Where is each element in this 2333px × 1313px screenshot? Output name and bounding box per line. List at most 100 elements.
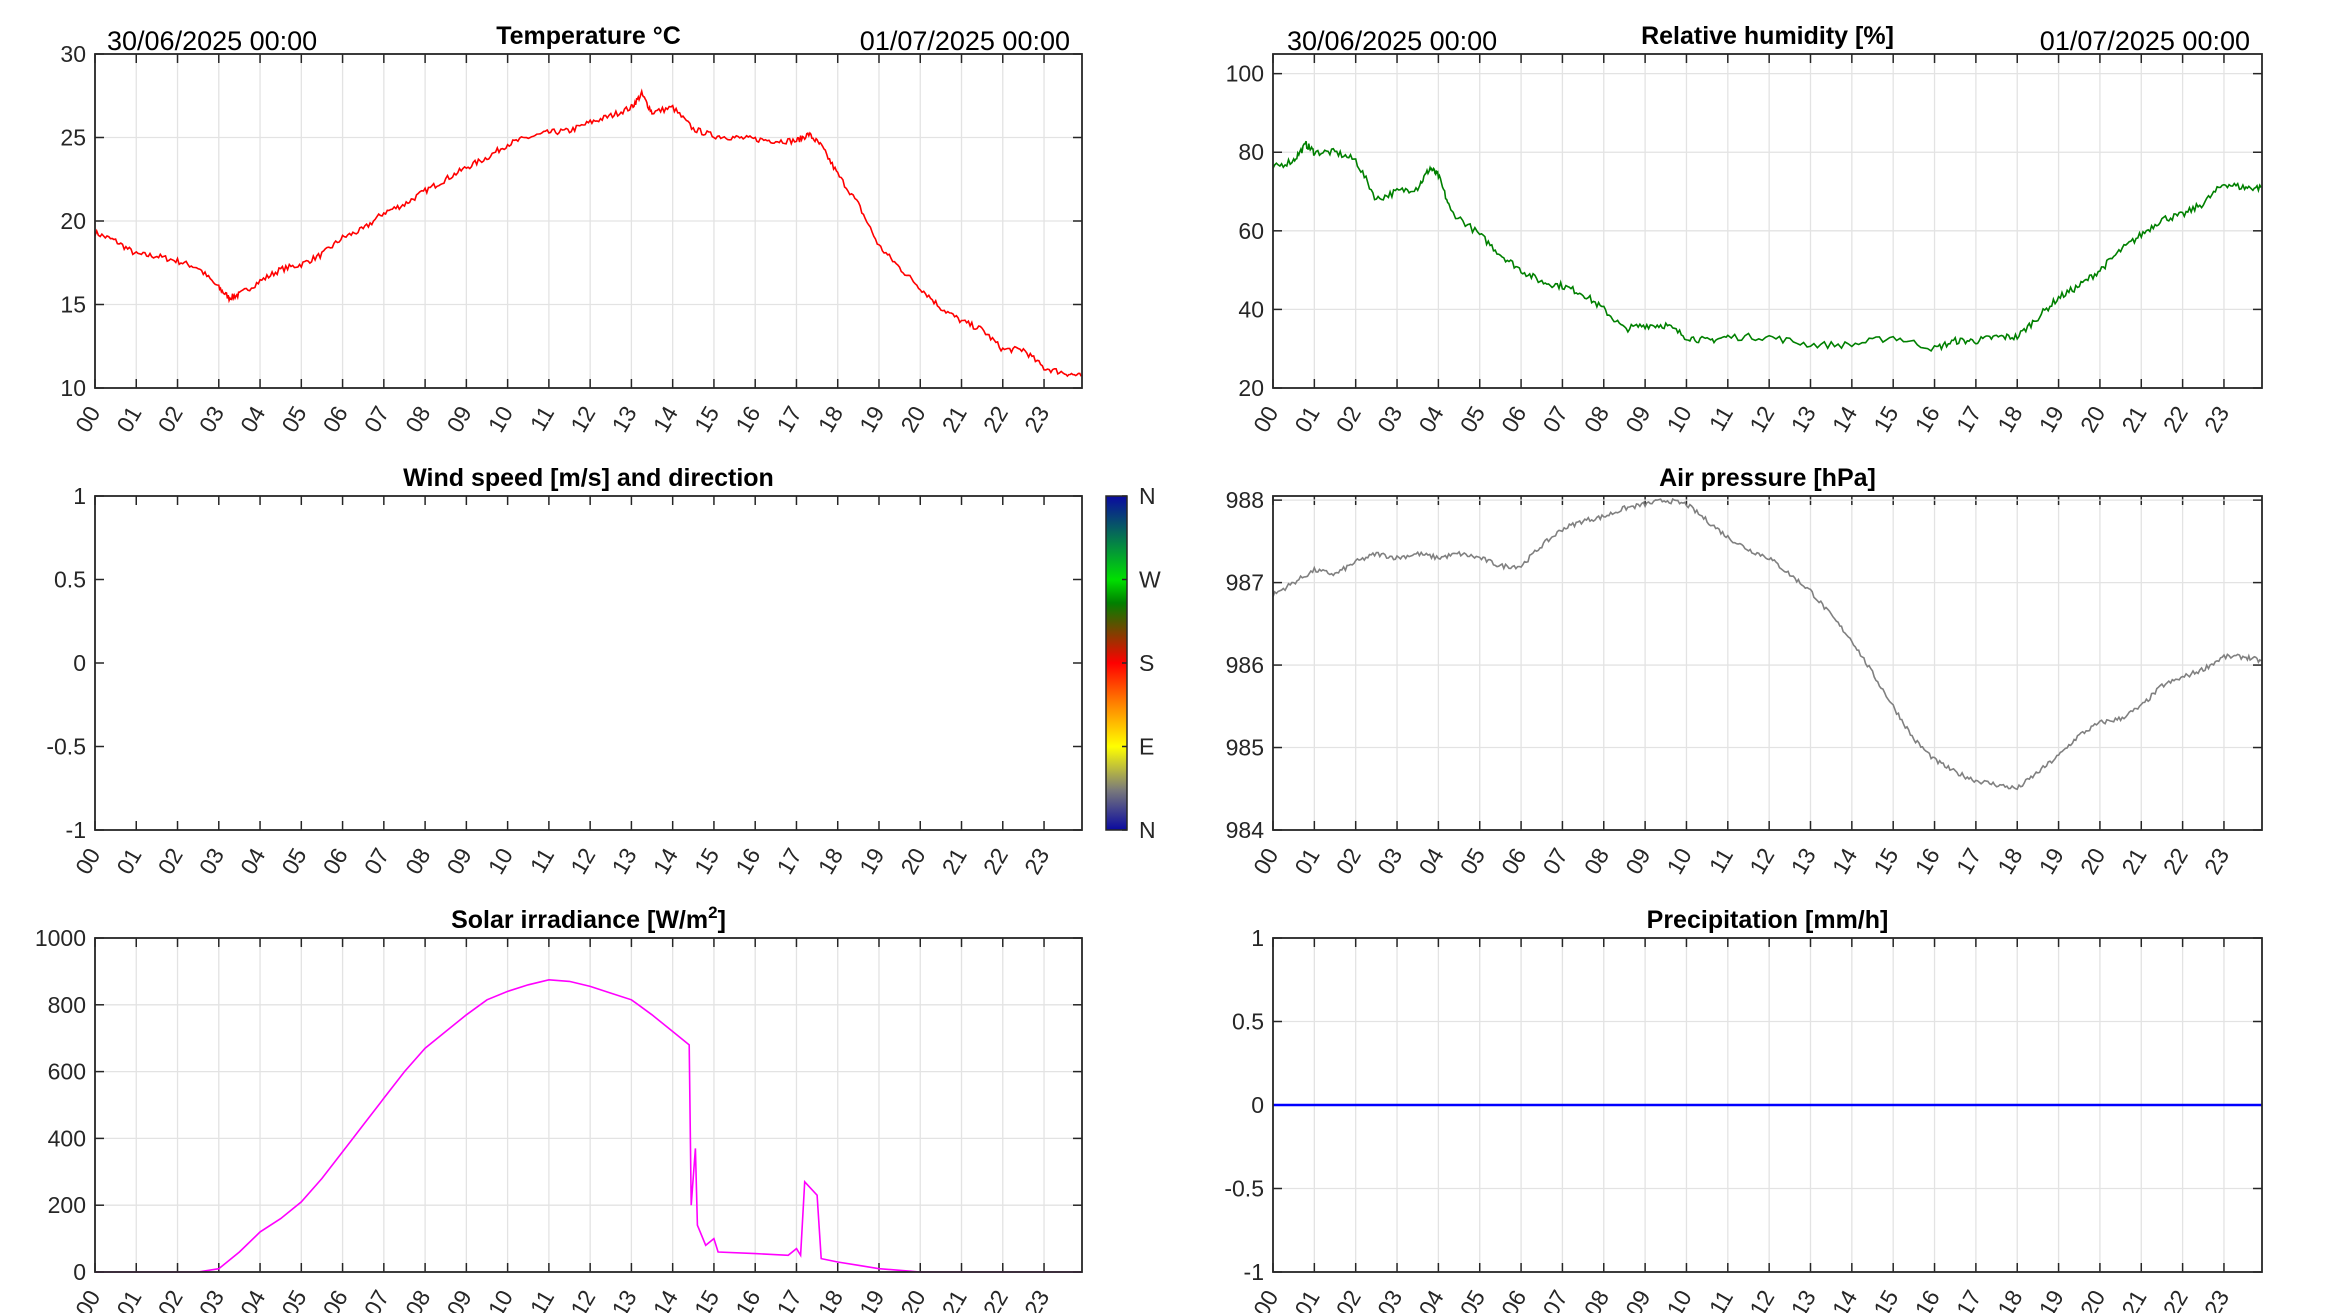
x-tick-label: 02 bbox=[1331, 402, 1366, 437]
x-tick-label: 12 bbox=[1744, 844, 1779, 879]
x-tick-label: 10 bbox=[1661, 844, 1696, 879]
x-tick-label: 04 bbox=[235, 843, 270, 878]
x-tick-label: 09 bbox=[441, 402, 476, 437]
x-tick-label: 08 bbox=[400, 402, 435, 437]
x-tick-label: 05 bbox=[1455, 402, 1490, 437]
y-tick-label: 400 bbox=[48, 1125, 86, 1151]
y-tick-label: 987 bbox=[1226, 570, 1264, 596]
x-tick-label: 14 bbox=[1827, 401, 1862, 436]
x-tick-label: 10 bbox=[483, 1286, 518, 1313]
x-tick-label: 00 bbox=[70, 844, 105, 879]
right-end-date: 01/07/2025 00:00 bbox=[2040, 26, 2250, 56]
x-tick-label: 23 bbox=[1019, 1286, 1054, 1313]
x-tick-label: 19 bbox=[854, 402, 889, 437]
x-tick-label: 05 bbox=[1455, 844, 1490, 879]
x-tick-label: 07 bbox=[359, 844, 394, 879]
x-tick-label: 09 bbox=[1620, 1286, 1655, 1313]
x-tick-label: 15 bbox=[1868, 1286, 1903, 1313]
x-tick-label: 11 bbox=[525, 1286, 559, 1313]
axes-box bbox=[1272, 495, 2263, 831]
chart-title: Precipitation [mm/h] bbox=[1647, 906, 1889, 934]
x-tick-label: 11 bbox=[1704, 1286, 1738, 1313]
x-tick-label: 17 bbox=[771, 1286, 806, 1313]
x-tick-label: 20 bbox=[895, 844, 930, 879]
x-tick-label: 08 bbox=[400, 1286, 435, 1313]
x-tick-label: 01 bbox=[111, 402, 146, 437]
x-tick-label: 16 bbox=[1910, 844, 1945, 879]
x-tick-label: 02 bbox=[153, 402, 188, 437]
humidity-series-line bbox=[1272, 140, 2262, 353]
x-tick-label: 18 bbox=[813, 402, 848, 437]
x-tick-label: 08 bbox=[1579, 844, 1614, 879]
x-tick-label: 17 bbox=[1951, 844, 1986, 879]
x-tick-label: 15 bbox=[1868, 402, 1903, 437]
x-tick-label: 10 bbox=[1661, 402, 1696, 437]
x-tick-label: 08 bbox=[1579, 402, 1614, 437]
x-tick-label: 22 bbox=[978, 1286, 1013, 1313]
x-tick-label: 06 bbox=[1496, 844, 1531, 879]
x-tick-label: 20 bbox=[2075, 1286, 2110, 1313]
x-tick-label: 03 bbox=[1372, 844, 1407, 879]
y-tick-label: 10 bbox=[60, 375, 86, 401]
x-tick-label: 04 bbox=[235, 401, 270, 436]
chart-title: Temperature °C bbox=[496, 22, 681, 50]
y-tick-label: 20 bbox=[60, 208, 86, 234]
x-tick-label: 00 bbox=[70, 402, 105, 437]
x-tick-label: 06 bbox=[318, 402, 353, 437]
y-tick-label: 100 bbox=[1226, 61, 1264, 87]
axes-box bbox=[94, 53, 1083, 389]
x-tick-label: 22 bbox=[2158, 402, 2193, 437]
x-tick-label: 04 bbox=[1413, 843, 1448, 878]
x-tick-label: 23 bbox=[1019, 402, 1054, 437]
y-tick-label: 985 bbox=[1226, 735, 1264, 761]
x-tick-label: 18 bbox=[1992, 1286, 2027, 1313]
x-tick-label: 04 bbox=[235, 1285, 270, 1313]
y-tick-label: -0.5 bbox=[46, 734, 86, 760]
left-start-date: 30/06/2025 00:00 bbox=[107, 26, 317, 56]
y-tick-label: 600 bbox=[48, 1059, 86, 1085]
x-tick-label: 13 bbox=[1786, 402, 1821, 437]
x-tick-label: 00 bbox=[1248, 844, 1283, 879]
left-end-date: 01/07/2025 00:00 bbox=[860, 26, 1070, 56]
x-tick-label: 21 bbox=[2116, 1286, 2151, 1313]
x-tick-label: 13 bbox=[606, 402, 641, 437]
x-tick-label: 07 bbox=[1537, 402, 1572, 437]
x-tick-label: 03 bbox=[1372, 402, 1407, 437]
y-tick-label: 80 bbox=[1238, 139, 1264, 165]
y-tick-label: 0 bbox=[73, 650, 86, 676]
x-tick-label: 21 bbox=[2116, 402, 2151, 437]
axes-box bbox=[1272, 937, 2263, 1273]
x-tick-label: 19 bbox=[854, 1286, 889, 1313]
x-tick-label: 20 bbox=[2075, 402, 2110, 437]
x-tick-label: 23 bbox=[2199, 844, 2234, 879]
y-tick-label: 0.5 bbox=[1232, 1009, 1264, 1035]
x-tick-label: 16 bbox=[730, 1286, 765, 1313]
x-tick-label: 21 bbox=[937, 844, 972, 879]
x-tick-label: 14 bbox=[648, 1285, 683, 1313]
y-tick-label: 988 bbox=[1226, 487, 1264, 513]
x-tick-label: 16 bbox=[1910, 402, 1945, 437]
x-tick-label: 08 bbox=[1579, 1286, 1614, 1313]
x-tick-label: 09 bbox=[1620, 844, 1655, 879]
y-tick-label: 60 bbox=[1238, 218, 1264, 244]
x-tick-label: 09 bbox=[441, 844, 476, 879]
x-tick-label: 22 bbox=[2158, 1286, 2193, 1313]
x-tick-label: 09 bbox=[441, 1286, 476, 1313]
x-tick-label: 18 bbox=[1992, 844, 2027, 879]
y-tick-label: 20 bbox=[1238, 375, 1264, 401]
x-tick-label: 01 bbox=[1289, 402, 1324, 437]
x-tick-label: 16 bbox=[730, 402, 765, 437]
x-tick-label: 15 bbox=[689, 844, 724, 879]
x-tick-label: 08 bbox=[400, 844, 435, 879]
x-tick-label: 10 bbox=[483, 844, 518, 879]
x-tick-label: 17 bbox=[771, 844, 806, 879]
x-tick-label: 23 bbox=[2199, 402, 2234, 437]
x-tick-label: 00 bbox=[1248, 1286, 1283, 1313]
x-tick-label: 13 bbox=[1786, 844, 1821, 879]
x-tick-label: 22 bbox=[978, 843, 1013, 878]
chart-title: Solar irradiance [W/m2] bbox=[451, 903, 726, 934]
x-tick-label: 18 bbox=[1992, 402, 2027, 437]
x-tick-label: 05 bbox=[1455, 1286, 1490, 1313]
x-tick-label: 07 bbox=[1537, 844, 1572, 879]
plot-area bbox=[95, 496, 1082, 830]
